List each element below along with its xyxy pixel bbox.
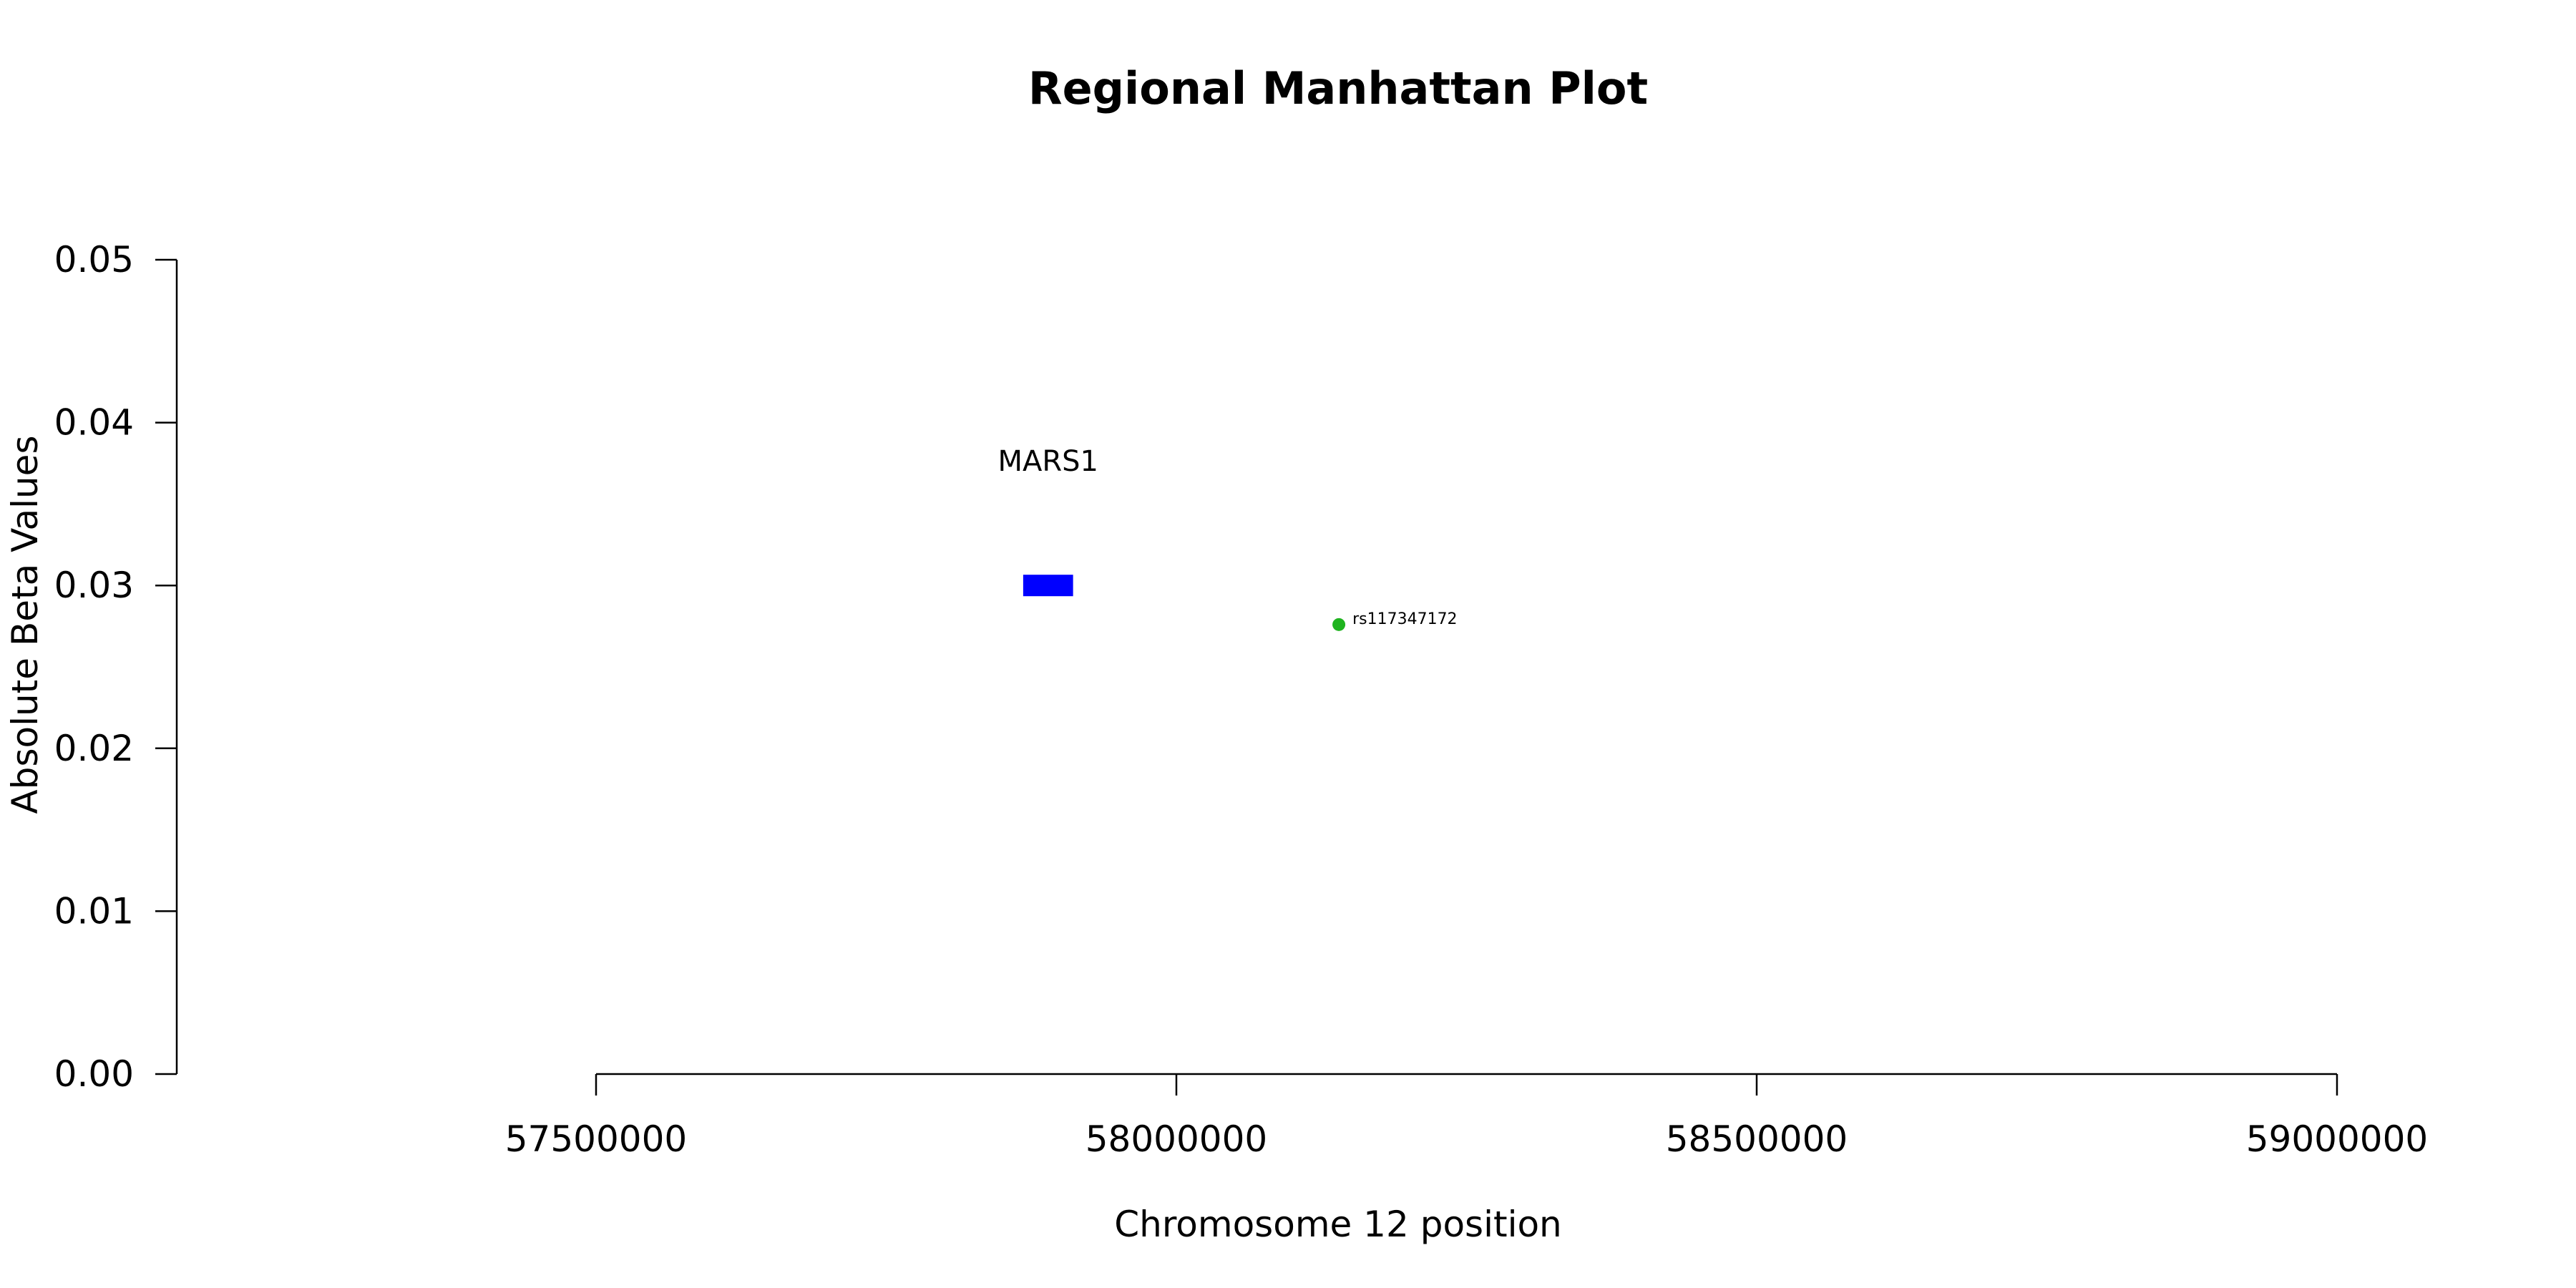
x-tick-label: 59000000 [2246,1118,2429,1160]
gene-track: MARS1 [998,445,1099,597]
gene-label: MARS1 [998,445,1099,478]
y-tick-label: 0.00 [54,1053,134,1095]
y-tick-label: 0.03 [54,565,134,606]
x-axis: 57500000 58000000 58500000 59000000 [505,1073,2429,1160]
x-tick-label: 58500000 [1666,1118,1848,1160]
chart-title: Regional Manhattan Plot [1028,62,1648,114]
gene-block [1023,575,1073,597]
y-tick-label: 0.04 [54,402,134,444]
y-tick-label: 0.05 [54,239,134,280]
snp-points: rs117347172 [1332,610,1458,631]
y-axis: 0.00 0.01 0.02 0.03 0.04 0.05 [54,239,178,1095]
snp-point [1332,618,1346,631]
snp-label: rs117347172 [1352,610,1457,628]
x-tick-label: 58000000 [1085,1118,1268,1160]
y-tick-label: 0.02 [54,728,134,769]
x-tick-label: 57500000 [505,1118,688,1160]
x-axis-label: Chromosome 12 position [1114,1204,1562,1245]
y-axis-label: Absolute Beta Values [4,436,46,814]
y-tick-label: 0.01 [54,890,134,932]
